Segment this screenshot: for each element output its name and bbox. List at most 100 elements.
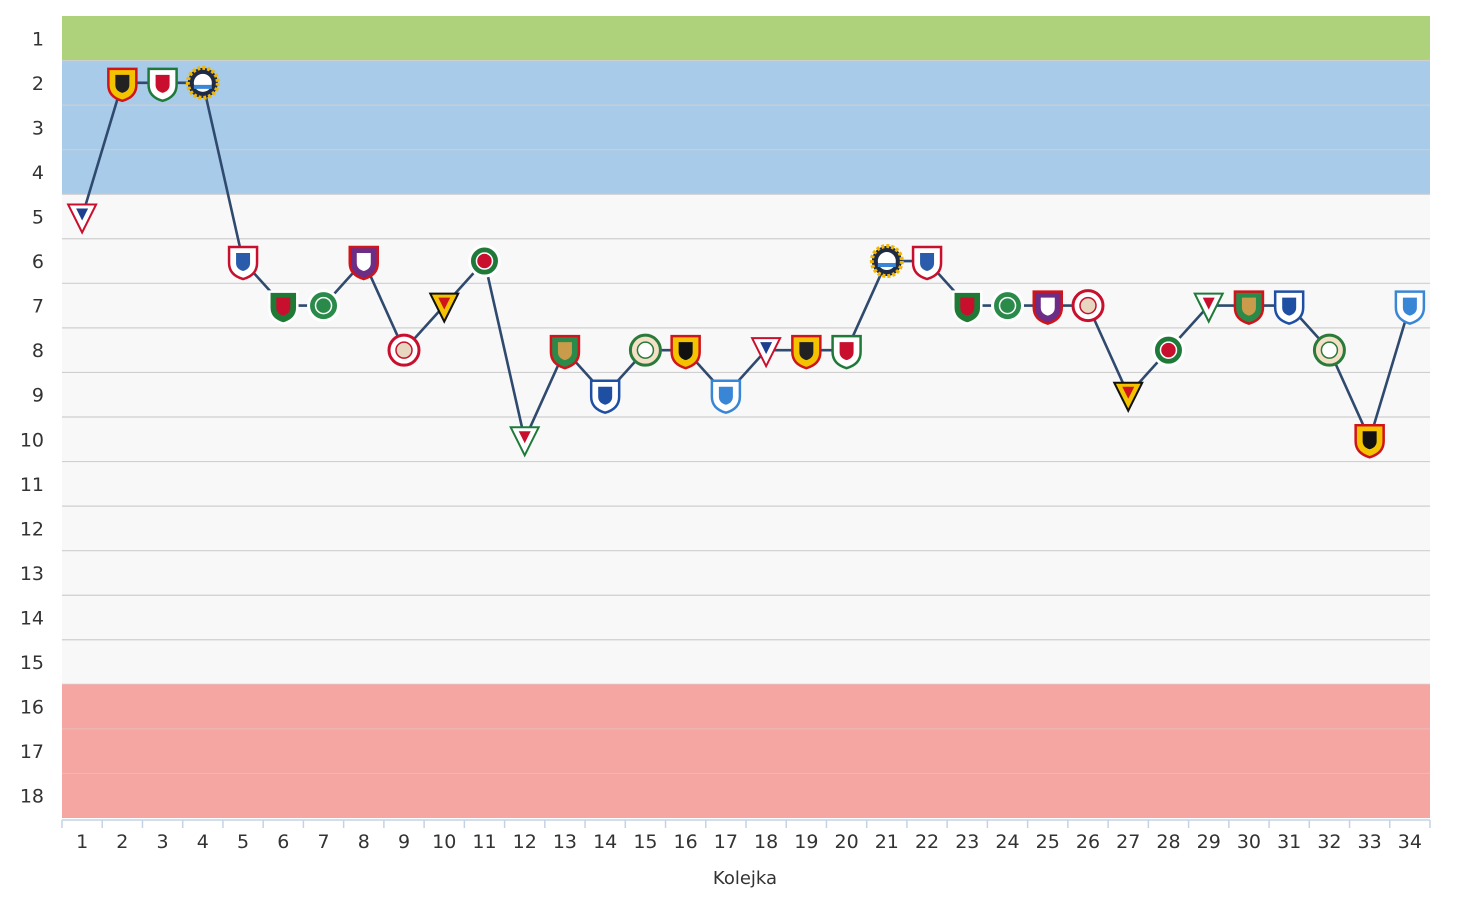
x-tick-label: 15 [633,831,657,853]
x-tick-label: 7 [317,831,329,853]
data-point-marker[interactable] [1112,381,1144,413]
x-tick-label: 29 [1197,831,1221,853]
y-tick-label: 14 [20,608,44,630]
y-tick-label: 15 [20,652,44,674]
x-tick-label: 21 [875,831,899,853]
data-point-marker[interactable] [670,334,701,370]
data-point-marker[interactable] [467,244,501,278]
data-point-marker[interactable] [185,65,220,100]
x-tick-label: 1 [76,831,88,853]
x-tick-label: 31 [1277,831,1301,853]
data-point-marker[interactable] [509,426,541,458]
zone-band-1 [62,16,1430,61]
x-tick-label: 22 [915,831,939,853]
y-tick-label: 8 [32,340,44,362]
y-tick-label: 2 [32,73,44,95]
data-point-marker[interactable] [869,244,904,279]
x-tick-label: 10 [432,831,456,853]
data-point-marker[interactable] [991,289,1025,323]
x-tick-label: 17 [714,831,738,853]
data-point-marker[interactable] [227,245,259,281]
x-tick-label: 33 [1358,831,1382,853]
x-tick-label: 5 [237,831,249,853]
data-point-marker[interactable] [589,379,621,415]
x-axis: 1 2 3 4 5 6 7 8 9 10 11 12 13 14 15 16 17 18 19 20 21 22 23 24 2… [61,819,1431,853]
data-point-marker[interactable] [348,245,380,281]
x-tick-label: 19 [794,831,818,853]
y-tick-label: 1 [32,28,44,50]
data-point-marker[interactable] [1394,290,1426,325]
x-tick-label: 16 [674,831,698,853]
data-point-marker[interactable] [1032,290,1064,325]
x-tick-label: 3 [157,831,169,853]
data-point-marker[interactable] [952,290,983,325]
y-tick-label: 4 [32,162,44,184]
zone-band-4 [62,684,1430,818]
series-line [80,81,1412,441]
x-tick-label: 25 [1036,831,1060,853]
data-point-marker[interactable] [1312,333,1346,367]
y-tick-label: 12 [20,518,44,540]
x-tick-label: 8 [358,831,370,853]
y-tick-label: 17 [20,741,44,763]
x-tick-label: 32 [1317,831,1341,853]
x-tick-label: 27 [1116,831,1140,853]
data-point-marker[interactable] [428,292,460,324]
y-tick-label: 18 [20,786,44,808]
data-point-marker[interactable] [107,67,138,103]
y-tick-label: 5 [32,207,44,229]
data-point-marker[interactable] [791,334,822,370]
x-tick-label: 4 [197,831,209,853]
x-tick-label: 23 [955,831,979,853]
x-tick-label: 9 [398,831,410,853]
x-tick-label: 11 [472,831,496,853]
x-tick-label: 2 [116,831,128,853]
x-tick-label: 26 [1076,831,1100,853]
gridlines [62,59,1430,775]
y-tick-label: 7 [32,296,44,318]
position-series [80,81,1412,441]
y-tick-label: 11 [20,474,44,496]
y-tick-label: 13 [20,563,44,585]
data-point-marker[interactable] [911,245,943,281]
y-tick-label: 10 [20,429,44,451]
data-point-marker[interactable] [147,67,178,103]
x-tick-label: 13 [553,831,577,853]
data-point-marker[interactable] [387,333,421,367]
y-tick-label: 16 [20,697,44,719]
data-point-marker[interactable] [628,333,662,367]
x-tick-label: 12 [513,831,537,853]
data-point-marker[interactable] [1273,290,1305,325]
data-point-marker[interactable] [1151,333,1185,367]
x-tick-label: 20 [834,831,858,853]
data-point-marker[interactable] [307,289,341,323]
data-point-marker[interactable] [549,334,581,370]
data-point-marker[interactable] [1071,289,1105,323]
x-tick-label: 14 [593,831,617,853]
x-tick-label: 28 [1156,831,1180,853]
x-tick-label: 34 [1398,831,1422,853]
y-tick-label: 9 [32,385,44,407]
zone-band-3 [62,194,1430,685]
data-point-marker[interactable] [268,290,299,325]
data-point-marker[interactable] [750,337,782,369]
zone-band-2 [62,60,1430,195]
zone-bands [62,16,1430,818]
x-axis-title: Kolejka [713,868,777,889]
x-tick-label: 18 [754,831,778,853]
x-tick-label: 6 [277,831,289,853]
x-tick-label: 24 [995,831,1019,853]
data-point-marker[interactable] [1354,424,1385,459]
x-tick-label: 30 [1237,831,1261,853]
data-point-marker[interactable] [1233,290,1265,325]
y-tick-label: 6 [32,251,44,273]
data-point-marker[interactable] [710,379,742,415]
data-point-marker[interactable] [66,203,98,235]
opponent-markers [66,65,1426,459]
y-tick-label: 3 [32,117,44,139]
data-point-marker[interactable] [831,334,862,370]
data-point-marker[interactable] [1193,292,1225,324]
